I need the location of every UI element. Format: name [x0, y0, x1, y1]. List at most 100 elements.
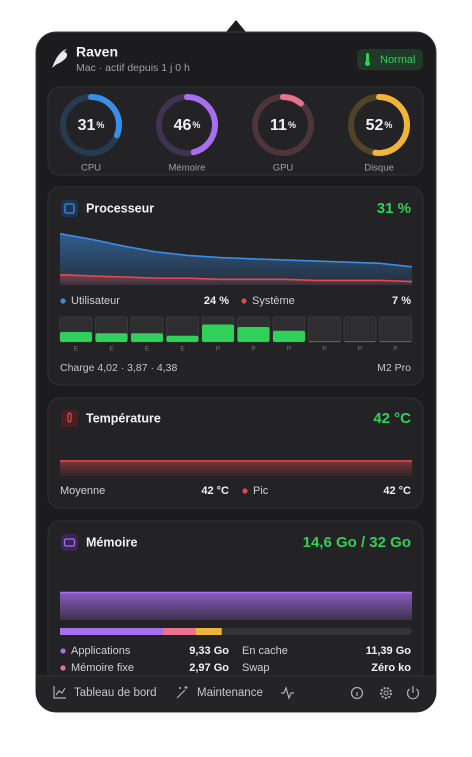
legend-value: 7 % [392, 295, 411, 307]
legend-label: Utilisateur [71, 295, 120, 307]
cpu-icon-chip [64, 203, 75, 214]
card-title: Processeur [86, 201, 154, 215]
gauge-unit: % [96, 120, 104, 130]
gauge-value: 46% [174, 117, 201, 134]
maintenance-icon[interactable] [176, 686, 188, 699]
legend-dot [60, 665, 66, 671]
legend-dot [241, 298, 247, 304]
status-pill [357, 49, 423, 70]
card-title: Mémoire [86, 535, 137, 549]
info-button[interactable] [350, 686, 364, 700]
core-bar [166, 335, 199, 342]
footer [36, 676, 436, 712]
chip-name: M2 Pro [377, 362, 411, 374]
gauge-unit: % [288, 120, 296, 130]
row-value: 42 °C [383, 485, 411, 497]
row-value: Zéro ko [371, 662, 411, 674]
gauge-arc [252, 94, 314, 156]
core-bar [273, 330, 305, 342]
dashboard-link[interactable]: Tableau de bord [74, 687, 156, 699]
row-label: Moyenne [60, 485, 105, 497]
core-bar [344, 341, 376, 342]
row-value: 11,39 Go [366, 645, 412, 657]
row-label: Applications [71, 645, 131, 657]
status-label: Normal [380, 54, 415, 66]
gauge-number: 52 [366, 117, 384, 134]
settings-button[interactable] [380, 687, 392, 699]
core-bar [60, 332, 92, 342]
temperature-icon [61, 410, 78, 427]
history-line [59, 273, 413, 283]
card-value: 14,6 Go / 32 Go [303, 534, 411, 551]
load-average: Charge 4,02 · 3,87 · 4,38 [60, 362, 177, 374]
history-line [59, 232, 413, 268]
gauge-unit: % [384, 120, 392, 130]
quit-button[interactable] [406, 686, 420, 700]
legend-dot [60, 298, 66, 304]
core-type: E [145, 346, 150, 353]
history-area [60, 460, 412, 476]
legend-dot [242, 488, 248, 494]
row-value: 2,97 Go [189, 662, 229, 674]
app-name: Raven [76, 44, 118, 60]
popover-arrow [226, 20, 246, 32]
gauge-arc [60, 94, 122, 156]
gauges-card [47, 86, 424, 176]
memory-icon-glyph [63, 538, 76, 547]
card-title: Température [86, 411, 161, 425]
thermo-icon-bulb [365, 61, 370, 66]
memory-content: Applications 9,33 Go En cache 11,39 Go Mémoi… [60, 645, 411, 674]
core-type: E [109, 346, 114, 353]
thermo-icon [366, 53, 369, 62]
settings-glyph [383, 690, 389, 696]
history-area [60, 233, 412, 285]
gauge-value: 11% [270, 117, 296, 134]
core-track [308, 316, 341, 343]
core-type: P [358, 346, 362, 353]
gauge-unit: % [192, 120, 200, 130]
gauge-label: CPU [81, 163, 101, 174]
core-type: E [180, 346, 185, 353]
memory-icon [61, 534, 78, 551]
gauge-label: GPU [273, 163, 294, 174]
gauge-label: Disque [364, 163, 394, 174]
core-type: E [74, 346, 79, 353]
gauge-label: Mémoire [169, 163, 206, 174]
app-subtitle: Mac · actif depuis 1 j 0 h [76, 62, 190, 74]
legend-dot [60, 648, 66, 654]
core-bar [202, 324, 234, 342]
row-value: 42 °C [201, 485, 229, 497]
card-value: 31 % [377, 200, 411, 217]
row-label: Pic [253, 485, 269, 497]
card-value: 42 °C [373, 410, 411, 427]
history-area [60, 592, 412, 620]
gauge-arc [348, 94, 410, 156]
core-type: P [393, 346, 397, 353]
core-type: P [216, 346, 220, 353]
app-icon [52, 49, 68, 68]
dashboard-icon[interactable] [53, 686, 66, 699]
row-label: Swap [242, 662, 270, 674]
core-track [379, 316, 412, 343]
gauge-value: 31% [78, 117, 105, 134]
temperature-icon-glyph [67, 412, 72, 423]
core-bar [95, 333, 128, 342]
legend-value: 24 % [204, 295, 229, 307]
core-type: P [322, 346, 326, 353]
gauge-number: 31 [78, 117, 96, 134]
legend-label: Système [252, 295, 295, 307]
core-bar [131, 333, 163, 342]
core-bar [379, 341, 412, 342]
maintenance-link[interactable]: Maintenance [197, 687, 263, 699]
activity-icon[interactable] [281, 686, 294, 700]
core-bar [308, 341, 341, 342]
row-label: En cache [242, 645, 288, 657]
cpu-icon [61, 200, 78, 217]
gauge-number: 11 [270, 117, 287, 134]
row-value: 9,33 Go [189, 645, 229, 657]
temperature-card [47, 397, 424, 509]
core-type: P [287, 346, 291, 353]
gauge-value: 52% [366, 117, 393, 134]
